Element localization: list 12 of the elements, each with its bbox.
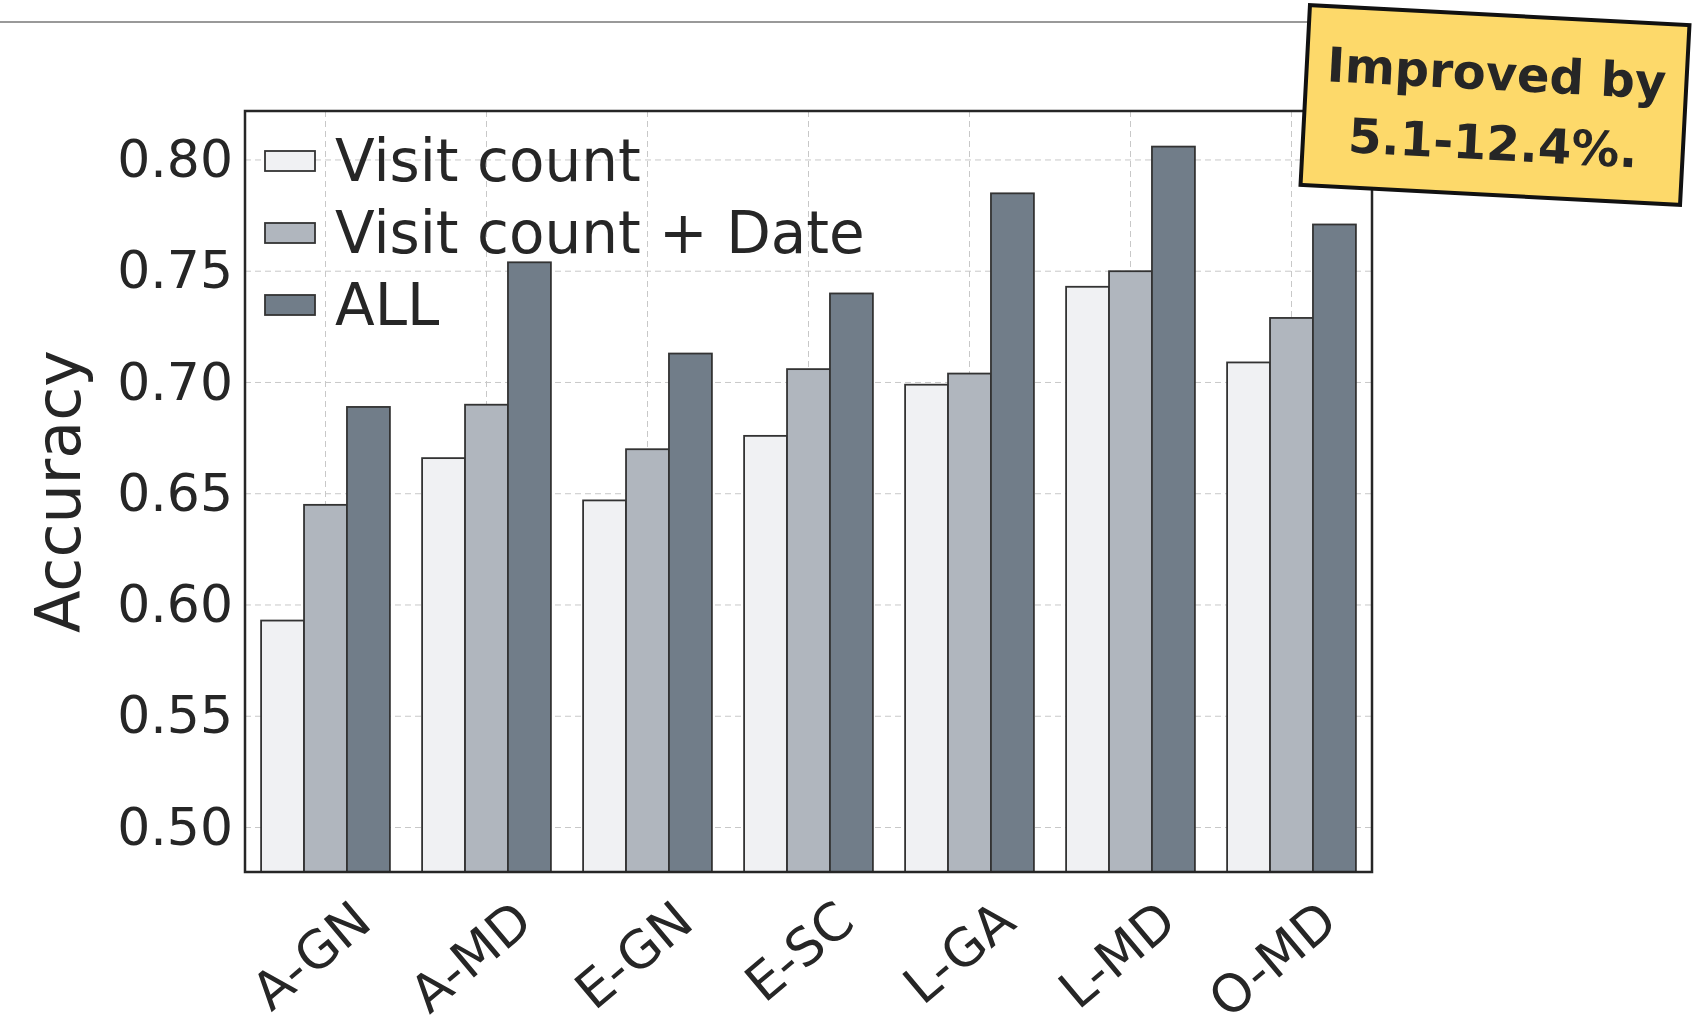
- y-tick-label: 0.60: [117, 574, 233, 635]
- legend-label: Visit count: [335, 127, 641, 196]
- y-tick-label: 0.80: [117, 129, 233, 190]
- y-tick-label: 0.65: [117, 462, 233, 523]
- y-tick-label: 0.70: [117, 351, 233, 412]
- legend-label: Visit count + Date: [335, 199, 865, 268]
- legend-label: ALL: [335, 271, 440, 340]
- annotation: Improved by 5.1-12.4%.: [1325, 36, 1668, 179]
- y-tick-label: 0.50: [117, 796, 233, 857]
- y-axis-title: Accuracy: [22, 349, 95, 634]
- y-tick-label: 0.55: [117, 685, 233, 746]
- y-tick-label: 0.75: [117, 240, 233, 301]
